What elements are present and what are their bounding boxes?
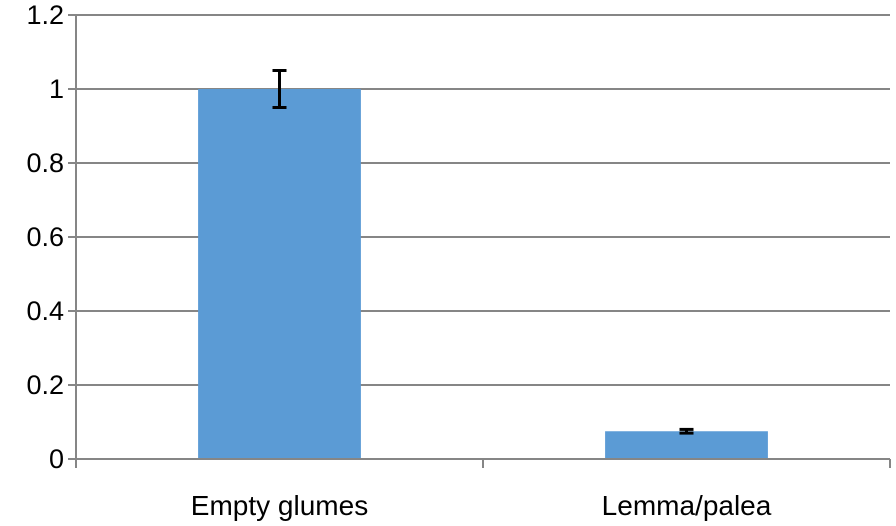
y-tick-label-4: 0.8 xyxy=(26,148,64,178)
y-tick-label-5: 1 xyxy=(49,74,64,104)
bar-1 xyxy=(605,431,768,459)
y-tick-labels: 0 0.2 0.4 0.6 0.8 1 1.2 xyxy=(26,0,64,474)
y-tick-label-1: 0.2 xyxy=(26,370,64,400)
y-tick-label-6: 1.2 xyxy=(26,0,64,30)
x-category-labels: Empty glumes Lemma/palea xyxy=(191,490,772,521)
y-tick-label-0: 0 xyxy=(49,444,64,474)
bar-0 xyxy=(198,89,361,459)
y-tick-label-3: 0.6 xyxy=(26,222,64,252)
bars xyxy=(198,89,768,459)
x-category-label-0: Empty glumes xyxy=(191,490,368,521)
axes xyxy=(68,14,891,468)
y-tick-label-2: 0.4 xyxy=(26,296,64,326)
error-bars xyxy=(272,69,694,435)
x-category-label-1: Lemma/palea xyxy=(602,490,772,521)
